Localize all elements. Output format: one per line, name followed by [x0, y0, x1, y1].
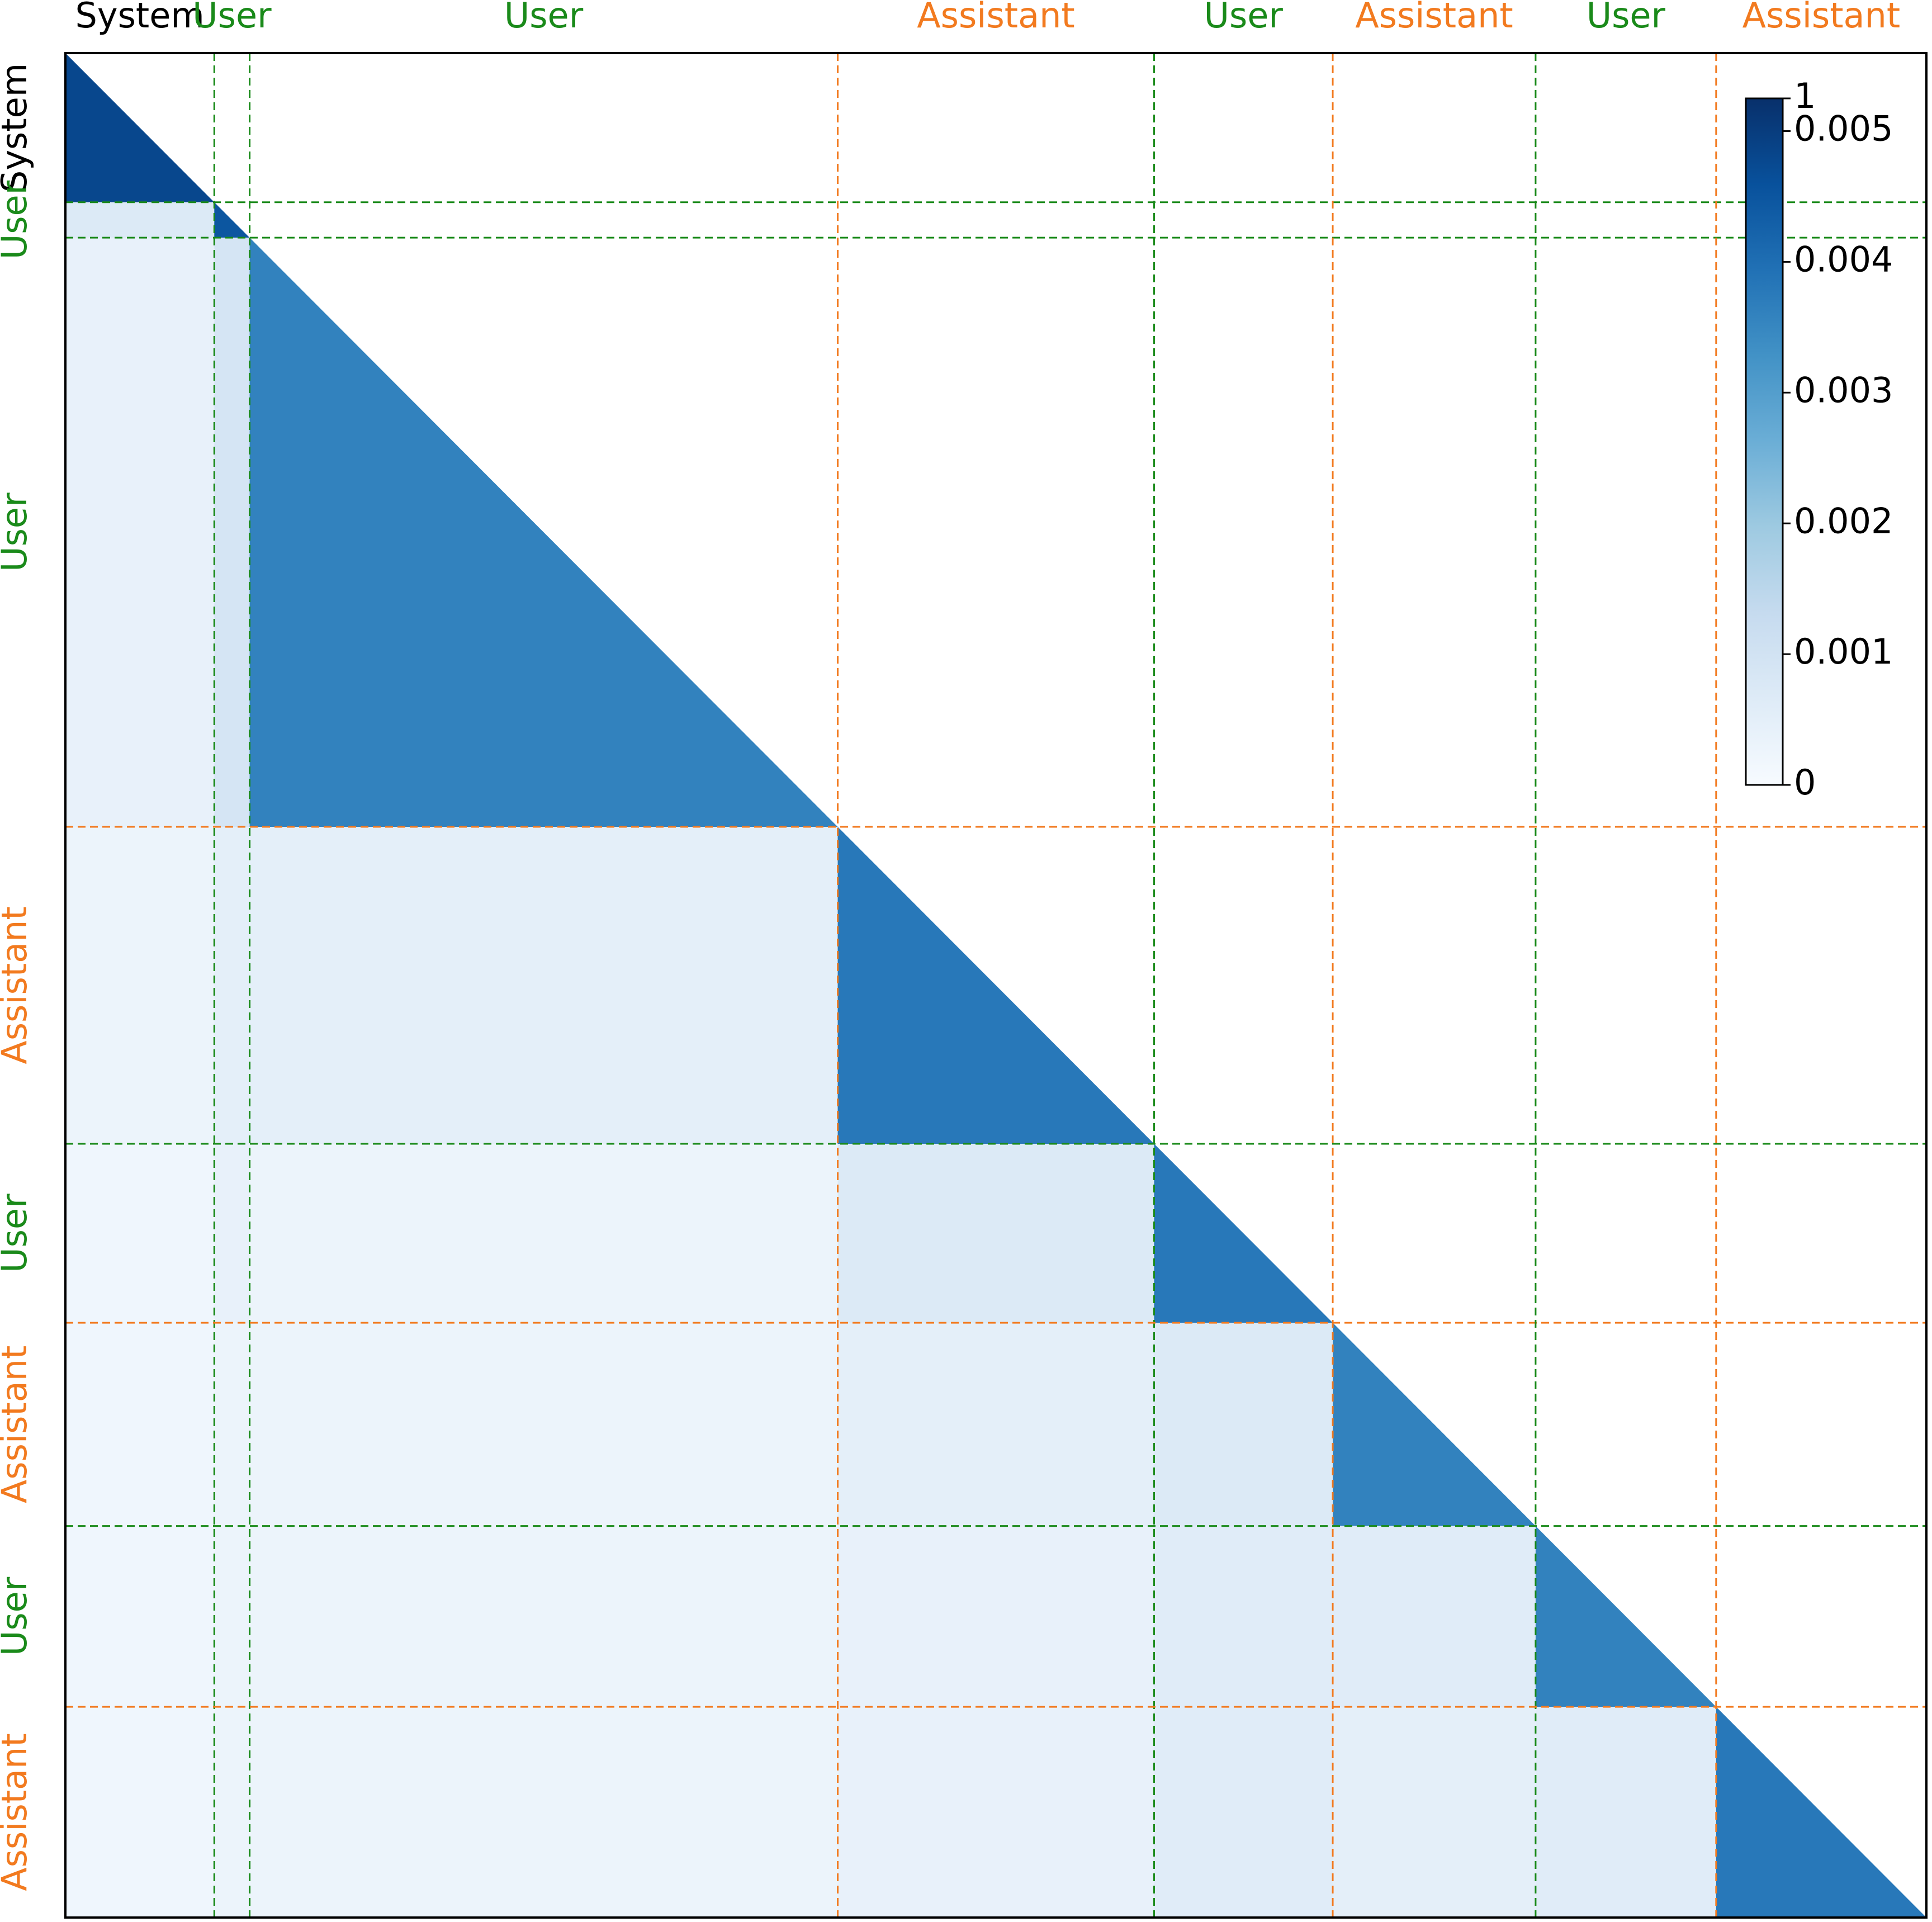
colorbar-tick-label: 0.004: [1794, 239, 1893, 280]
heatmap-cell: [249, 1707, 838, 1918]
heatmap-cell: [837, 827, 1154, 1144]
left-segment-label: Assistant: [0, 906, 35, 1064]
heatmap-cell: [214, 827, 250, 1144]
heatmap-cell: [65, 1526, 215, 1707]
plot-frame: [64, 52, 1928, 1919]
heatmap-cell: [1333, 1526, 1536, 1707]
heatmap-cell: [1154, 1143, 1333, 1323]
heatmap-cell: [837, 1143, 1154, 1323]
left-segment-label: Assistant: [0, 1733, 35, 1891]
heatmap-cell: [1535, 1707, 1716, 1918]
left-segment-label: User: [0, 1577, 35, 1656]
heatmap-cell: [249, 827, 838, 1144]
heatmap-cell: [214, 1707, 250, 1918]
top-segment-label: Assistant: [1742, 0, 1900, 36]
heatmap-cell: [249, 1526, 838, 1707]
heatmap-cell: [65, 238, 215, 827]
heatmap-cell: [1154, 1707, 1333, 1918]
top-segment-label: User: [1587, 0, 1666, 36]
heatmap-cell: [65, 1323, 215, 1526]
colorbar-tick-label: 0: [1794, 762, 1816, 803]
top-segment-label: Assistant: [917, 0, 1074, 36]
top-segment-label: User: [192, 0, 272, 36]
colorbar-tick-label: 0.001: [1794, 631, 1893, 672]
heatmap-cell: [1716, 1707, 1926, 1918]
heatmap-cell: [214, 202, 250, 238]
heatmap-cell: [249, 1323, 838, 1526]
heatmap-cell: [1333, 1323, 1536, 1526]
heatmap-cell: [1333, 1707, 1536, 1918]
left-segment-label: System: [0, 63, 35, 192]
heatmap-cell: [214, 1526, 250, 1707]
left-segment-label: User: [0, 1194, 35, 1273]
heatmap-cell: [214, 238, 250, 827]
top-segment-label: User: [1204, 0, 1284, 36]
heatmap-cell: [214, 1323, 250, 1526]
top-segment-label: System: [75, 0, 205, 36]
heatmap-cell: [249, 1143, 838, 1323]
left-segment-label: Assistant: [0, 1346, 35, 1503]
left-segment-label: User: [0, 180, 35, 259]
heatmap-cell: [65, 53, 215, 202]
colorbar-tick-label: 0.003: [1794, 370, 1893, 410]
heatmap-cell: [249, 238, 838, 827]
heatmap-cell: [214, 1143, 250, 1323]
heatmap-cell: [837, 1323, 1154, 1526]
heatmap-cell: [1154, 1323, 1333, 1526]
colorbar-tick-label: 0.005: [1794, 108, 1893, 149]
colorbar: [1745, 97, 1784, 786]
top-segment-label: Assistant: [1355, 0, 1513, 36]
heatmap-cell: [65, 1707, 215, 1918]
heatmap-cell: [65, 827, 215, 1144]
heatmap-cell: [837, 1707, 1154, 1918]
heatmap-cell: [65, 1143, 215, 1323]
heatmap-cell: [1154, 1526, 1333, 1707]
top-segment-label: User: [504, 0, 584, 36]
colorbar-tick-label: 0.002: [1794, 500, 1893, 541]
left-segment-label: User: [0, 493, 35, 572]
colorbar-top-label: 1: [1794, 75, 1816, 116]
heatmap-cell: [65, 202, 215, 238]
heatmap-cell: [837, 1526, 1154, 1707]
heatmap-cell: [1535, 1526, 1716, 1707]
